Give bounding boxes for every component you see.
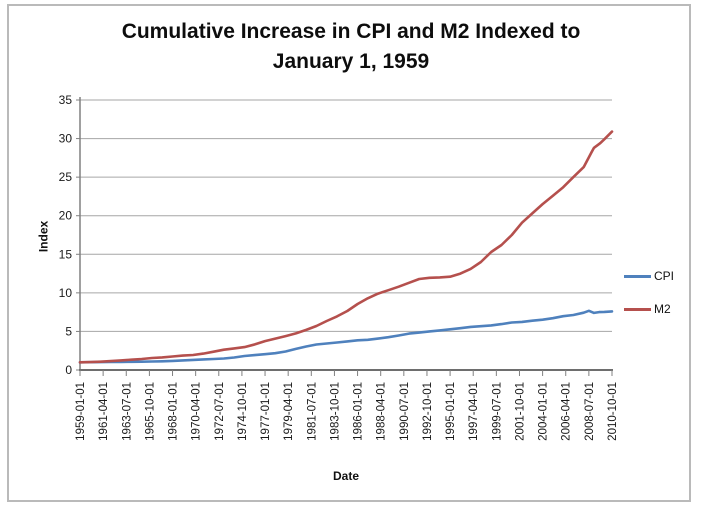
x-axis-tick-label: 1986-01-01 bbox=[353, 382, 365, 441]
x-axis-tick-label: 1972-07-01 bbox=[214, 382, 226, 441]
cpi-line bbox=[78, 309, 614, 364]
chart-title: Cumulative Increase in CPI and M2 Indexe… bbox=[40, 17, 662, 77]
x-axis-tick-label: 1968-01-01 bbox=[168, 382, 180, 441]
chart-title-line2: January 1, 1959 bbox=[272, 50, 430, 73]
x-axis-tick-label: 1981-07-01 bbox=[306, 382, 318, 441]
x-axis-title: Date bbox=[332, 469, 359, 483]
cpi-legend-label: CPI bbox=[654, 269, 675, 283]
m2-line bbox=[78, 130, 614, 364]
x-axis-tick-label: 2006-04-01 bbox=[561, 382, 573, 441]
y-axis-tick-label: 25 bbox=[59, 170, 73, 184]
y-axis-tick-label: 15 bbox=[59, 247, 73, 261]
m2-line-swatch bbox=[624, 307, 651, 311]
x-axis-tick-label: 1983-10-01 bbox=[329, 382, 341, 441]
y-axis-tick-label: 0 bbox=[65, 363, 72, 377]
x-axis-tick-label: 1977-01-01 bbox=[260, 382, 272, 441]
legend: CPI M2 bbox=[624, 269, 674, 335]
x-axis-tick-label: 1999-07-01 bbox=[491, 382, 503, 441]
cpi-line-swatch bbox=[624, 274, 651, 278]
x-axis-tick-label: 1990-07-01 bbox=[399, 382, 411, 441]
y-axis-tick-label: 5 bbox=[65, 324, 72, 338]
y-axis-tick-label: 35 bbox=[59, 93, 73, 107]
x-axis-tick-label: 1995-01-01 bbox=[445, 382, 457, 441]
x-axis-tick-label: 1970-04-01 bbox=[191, 382, 203, 441]
x-axis-tick-label: 1961-04-01 bbox=[98, 382, 110, 441]
legend-item-cpi: CPI bbox=[624, 269, 674, 283]
m2-legend-label: M2 bbox=[654, 302, 671, 316]
y-axis-tick-label: 30 bbox=[59, 132, 73, 146]
x-axis-tick-label: 2008-07-01 bbox=[584, 382, 596, 441]
x-axis-tick-label: 2004-01-01 bbox=[538, 382, 550, 441]
x-axis-tick-label: 1988-04-01 bbox=[376, 382, 388, 441]
x-axis-tick-label: 1963-07-01 bbox=[121, 382, 133, 441]
chart-border-frame bbox=[7, 4, 691, 502]
y-axis-tick-label: 10 bbox=[59, 286, 73, 300]
x-axis-tick-label: 1965-10-01 bbox=[144, 382, 156, 441]
x-axis-tick-label: 1997-04-01 bbox=[468, 382, 480, 441]
legend-item-m2: M2 bbox=[624, 302, 674, 316]
x-axis-tick-label: 2010-10-01 bbox=[607, 382, 619, 441]
x-axis-tick-label: 1959-01-01 bbox=[75, 382, 87, 441]
x-axis-tick-label: 1979-04-01 bbox=[283, 382, 295, 441]
x-axis-tick-label: 1992-10-01 bbox=[422, 382, 434, 441]
chart-title-line1: Cumulative Increase in CPI and M2 Indexe… bbox=[121, 20, 581, 43]
y-axis-tick-label: 20 bbox=[59, 209, 73, 223]
x-axis-tick-label: 2001-10-01 bbox=[514, 382, 526, 441]
x-axis-tick-label: 1974-10-01 bbox=[237, 382, 249, 441]
